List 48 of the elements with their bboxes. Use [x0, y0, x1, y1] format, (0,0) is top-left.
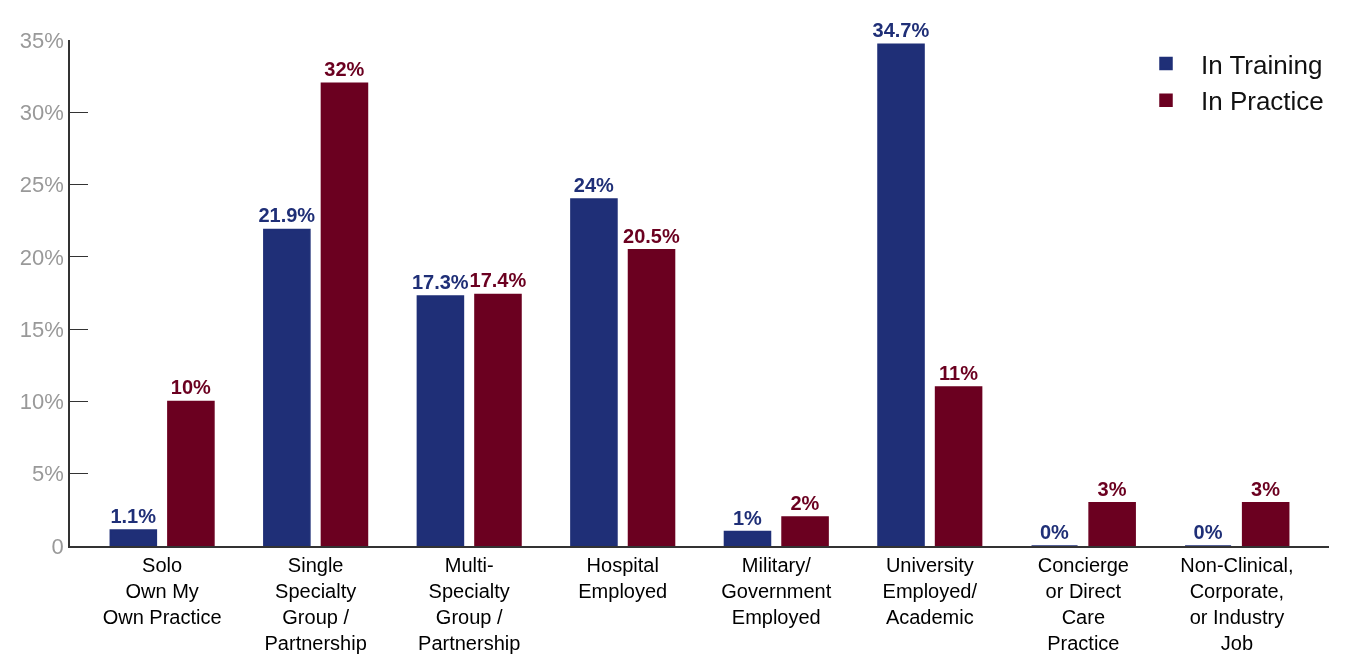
y-tick-label: 10%	[19, 389, 64, 415]
y-tick-label: 0	[51, 533, 64, 559]
data-label: 0%	[1193, 521, 1223, 543]
x-tick-label: Military/ Government Employed	[721, 553, 832, 628]
data-label: 1%	[732, 506, 763, 529]
bar	[109, 529, 158, 546]
legend-label: In Training	[1201, 49, 1323, 80]
x-tick-label: Hospital Employed	[578, 553, 668, 602]
bar	[877, 43, 925, 546]
bar	[1241, 501, 1290, 546]
bar	[474, 293, 522, 546]
data-label: 2%	[790, 492, 820, 515]
data-label: 21.9%	[258, 204, 316, 227]
y-tick-label: 25%	[19, 172, 64, 198]
y-tick-label: 35%	[19, 27, 64, 53]
y-tick-label: 15%	[19, 316, 64, 342]
data-label: 17.4%	[469, 269, 527, 292]
data-label: 32%	[324, 58, 365, 81]
data-label: 11%	[939, 361, 979, 384]
x-tick-label: University Employed/ Academic	[882, 553, 978, 628]
bar	[167, 400, 215, 546]
data-label: 0%	[1039, 521, 1070, 543]
bar	[320, 82, 369, 546]
x-tick-label: Concierge or Direct Care Practice	[1037, 553, 1129, 654]
bar	[570, 198, 618, 546]
x-tick-label: Non-Clinical, Corporate, or Industry Job	[1180, 553, 1294, 654]
bar	[723, 530, 772, 546]
data-label: 24%	[573, 174, 615, 197]
bar	[934, 386, 983, 546]
legend-label: In Practice	[1201, 86, 1324, 117]
x-tick-label: Single Specialty Group / Partnership	[264, 553, 367, 654]
bar	[627, 248, 676, 546]
data-label: 34.7%	[872, 19, 930, 42]
y-tick-label: 20%	[19, 244, 64, 270]
x-tick-label: Solo Own My Own Practice	[102, 553, 222, 628]
data-label: 17.3%	[411, 270, 469, 293]
y-tick-label: 30%	[19, 99, 64, 125]
bar	[1088, 501, 1136, 546]
data-label: 1.1%	[110, 505, 157, 528]
data-label: 10%	[170, 376, 212, 399]
bar	[263, 228, 311, 546]
data-label: 20.5%	[623, 224, 680, 247]
y-tick-label: 5%	[32, 461, 64, 487]
bar	[781, 516, 829, 546]
data-label: 3%	[1251, 477, 1281, 500]
data-label: 3%	[1097, 477, 1127, 500]
bar	[416, 295, 465, 546]
x-tick-label: Multi- Specialty Group / Partnership	[418, 553, 521, 654]
